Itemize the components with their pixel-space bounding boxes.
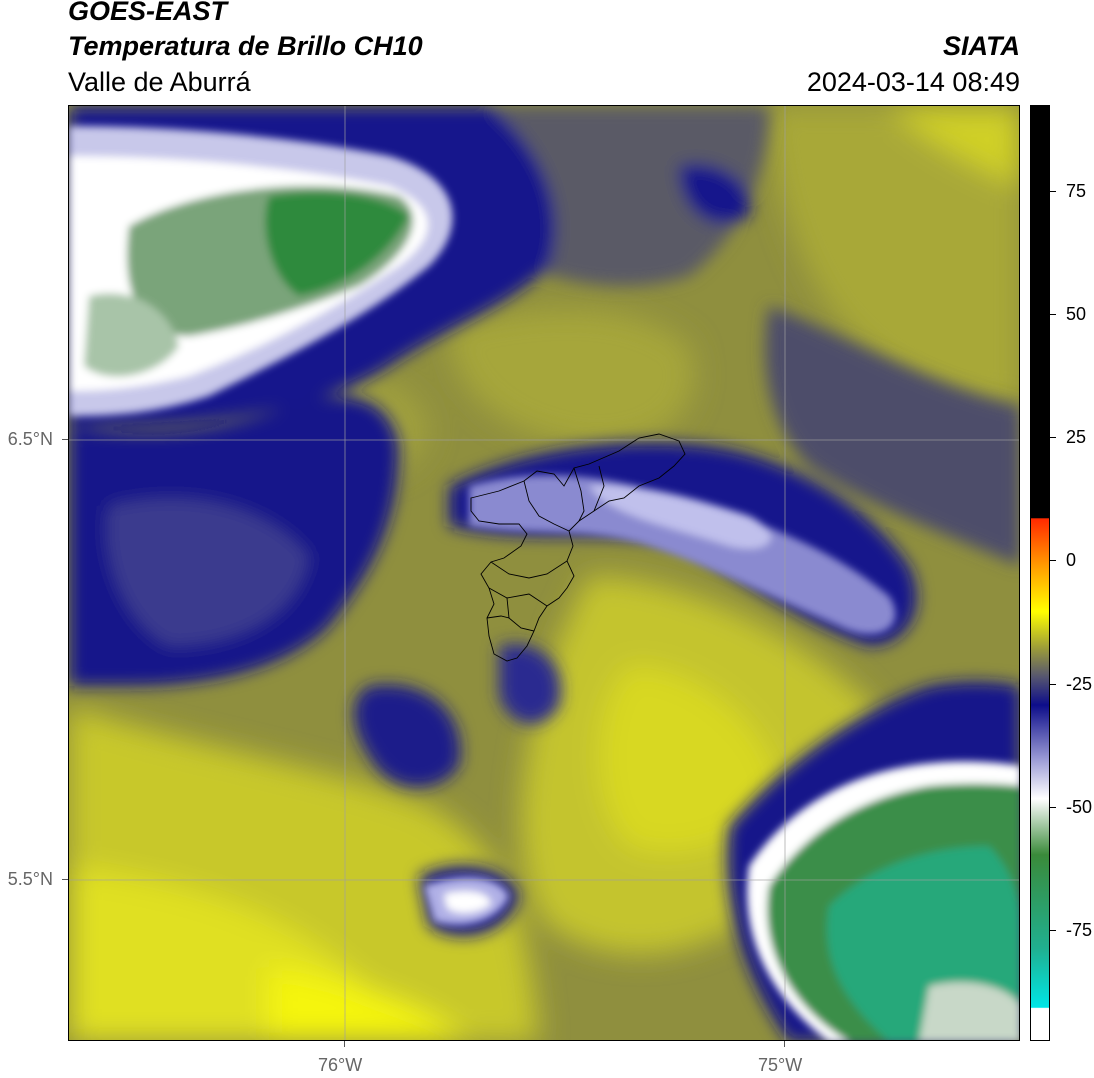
colorbar-tick [1050, 560, 1056, 561]
lon-tick [784, 1041, 785, 1047]
lat-label-6-5: 6.5°N [7, 429, 53, 449]
colorbar [1030, 105, 1050, 1041]
colorbar-tick [1050, 437, 1056, 438]
colorbar-label-25: 25 [1066, 427, 1087, 447]
colorbar-label-minus-50: -50 [1066, 797, 1093, 817]
map-subtitle: Temperatura de Brillo CH10 [68, 31, 423, 61]
map-title: GOES-EAST [68, 0, 228, 26]
brightness-temperature-field [69, 106, 1019, 1040]
colorbar-tick [1050, 314, 1056, 315]
region-label: Valle de Aburrá [68, 67, 251, 97]
satellite-map [68, 105, 1020, 1041]
colorbar-label-50: 50 [1066, 304, 1087, 324]
colorbar-tick [1050, 807, 1056, 808]
colorbar-gradient [1031, 106, 1049, 1040]
map-gridlines [69, 106, 1019, 1040]
lat-tick [62, 879, 68, 880]
colorbar-label-0: 0 [1066, 550, 1077, 570]
colorbar-label-75: 75 [1066, 181, 1087, 201]
municipality-boundaries [470, 433, 686, 662]
timestamp-label: 2024-03-14 08:49 [806, 67, 1020, 97]
lon-tick [344, 1041, 345, 1047]
colorbar-tick [1050, 191, 1056, 192]
lon-label-76: 76°W [318, 1055, 363, 1075]
organization-label: SIATA [943, 31, 1020, 61]
lat-label-5-5: 5.5°N [7, 869, 53, 889]
colorbar-tick [1050, 930, 1056, 931]
colorbar-label-minus-75: -75 [1066, 920, 1093, 940]
colorbar-tick [1050, 684, 1056, 685]
colorbar-label-minus-25: -25 [1066, 674, 1093, 694]
lon-label-75: 75°W [758, 1055, 803, 1075]
lat-tick [62, 439, 68, 440]
